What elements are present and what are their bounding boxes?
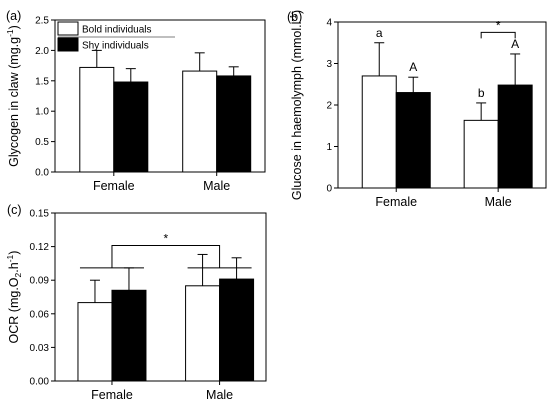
bar <box>463 119 499 189</box>
y-axis-label: Glucose in haemolymph (mmol.l-1) <box>288 10 304 200</box>
legend: Bold individuals Shy individuals <box>57 21 175 52</box>
y-tick-label: 0.00 <box>30 377 50 388</box>
panel-label: (a) <box>6 9 21 23</box>
y-tick-label: 0.0 <box>35 168 49 179</box>
y-tick-label: 0.09 <box>30 276 50 287</box>
significance-star: * <box>496 18 501 32</box>
legend-label: Bold individuals <box>82 25 152 36</box>
bar <box>79 66 115 173</box>
significance-bracket <box>480 31 516 39</box>
y-tick-label: 0.06 <box>30 309 50 320</box>
significance-letter: b <box>478 86 485 100</box>
legend-label: Shy individuals <box>82 41 149 52</box>
x-tick-label: Female <box>91 388 133 402</box>
panel-label: (c) <box>7 203 22 217</box>
y-label-sup: -1 <box>5 254 15 262</box>
x-tick-label: Female <box>93 179 135 193</box>
plot-frame <box>54 19 266 173</box>
y-tick-label: 1.0 <box>35 107 49 118</box>
y-label-sup: -1 <box>5 29 15 37</box>
legend-swatch <box>57 37 79 52</box>
chart-panel-3: 0.00 0.03 0.06 0.09 0.12 0.15 OCR (mg.O2.h-1) F… <box>5 203 267 402</box>
y-label-tail: ) <box>290 10 304 14</box>
y-label-tail: ) <box>7 251 21 255</box>
y-label-main: Glycogen in claw (mg.g <box>7 37 21 167</box>
chart-panel-2: 0 1 2 3 4 Glucose in haemolymph (mmol.l-1) Fem… <box>287 10 547 209</box>
bar <box>497 84 533 189</box>
significance-star: * <box>163 231 168 245</box>
plot-frame <box>54 212 267 382</box>
y-tick-label: 4 <box>326 18 332 29</box>
bar <box>361 75 397 189</box>
y-label-main: Glucose in haemolymph (mmol.l <box>290 22 304 201</box>
legend-swatch <box>57 21 79 36</box>
bar <box>182 70 218 173</box>
significance-letter: a <box>376 26 383 40</box>
bar <box>185 285 221 382</box>
y-label-sup: -1 <box>288 14 298 22</box>
y-tick-label: 2 <box>326 101 332 112</box>
significance-letter: A <box>409 60 417 74</box>
bar <box>216 75 252 173</box>
bar <box>77 302 113 382</box>
y-tick-label: 1 <box>326 142 332 153</box>
bar <box>113 81 149 173</box>
y-tick-label: 0.5 <box>35 137 49 148</box>
y-tick-label: 0 <box>326 184 332 195</box>
x-tick-label: Female <box>375 195 417 209</box>
y-label-sub: 2 <box>13 272 23 277</box>
bar <box>219 278 255 382</box>
y-tick-label: 0.15 <box>30 209 50 220</box>
significance-bracket <box>111 244 221 268</box>
y-tick-label: 0.03 <box>30 343 50 354</box>
y-axis-label: OCR (mg.O2.h-1) <box>5 251 23 344</box>
y-tick-label: 3 <box>326 59 332 70</box>
panel-label: (b) <box>287 10 302 24</box>
y-tick-label: 2.0 <box>35 46 49 57</box>
y-label-mid: .h <box>7 262 21 272</box>
y-tick-label: 1.5 <box>35 76 49 87</box>
chart-panel-1: 0.0 0.5 1.0 1.5 2.0 2.5 Glycogen in claw (mg.g… <box>5 9 266 193</box>
y-label-tail: ) <box>7 25 21 29</box>
y-label-main: OCR (mg.O <box>7 277 21 343</box>
significance-letter: A <box>511 37 519 51</box>
y-tick-label: 2.5 <box>35 16 49 27</box>
x-tick-label: Male <box>206 388 233 402</box>
x-tick-label: Male <box>485 195 512 209</box>
bar <box>111 289 147 382</box>
x-tick-label: Male <box>203 179 230 193</box>
bar <box>395 92 431 189</box>
y-tick-label: 0.12 <box>30 242 50 253</box>
y-axis-label: Glycogen in claw (mg.g-1) <box>5 25 21 167</box>
